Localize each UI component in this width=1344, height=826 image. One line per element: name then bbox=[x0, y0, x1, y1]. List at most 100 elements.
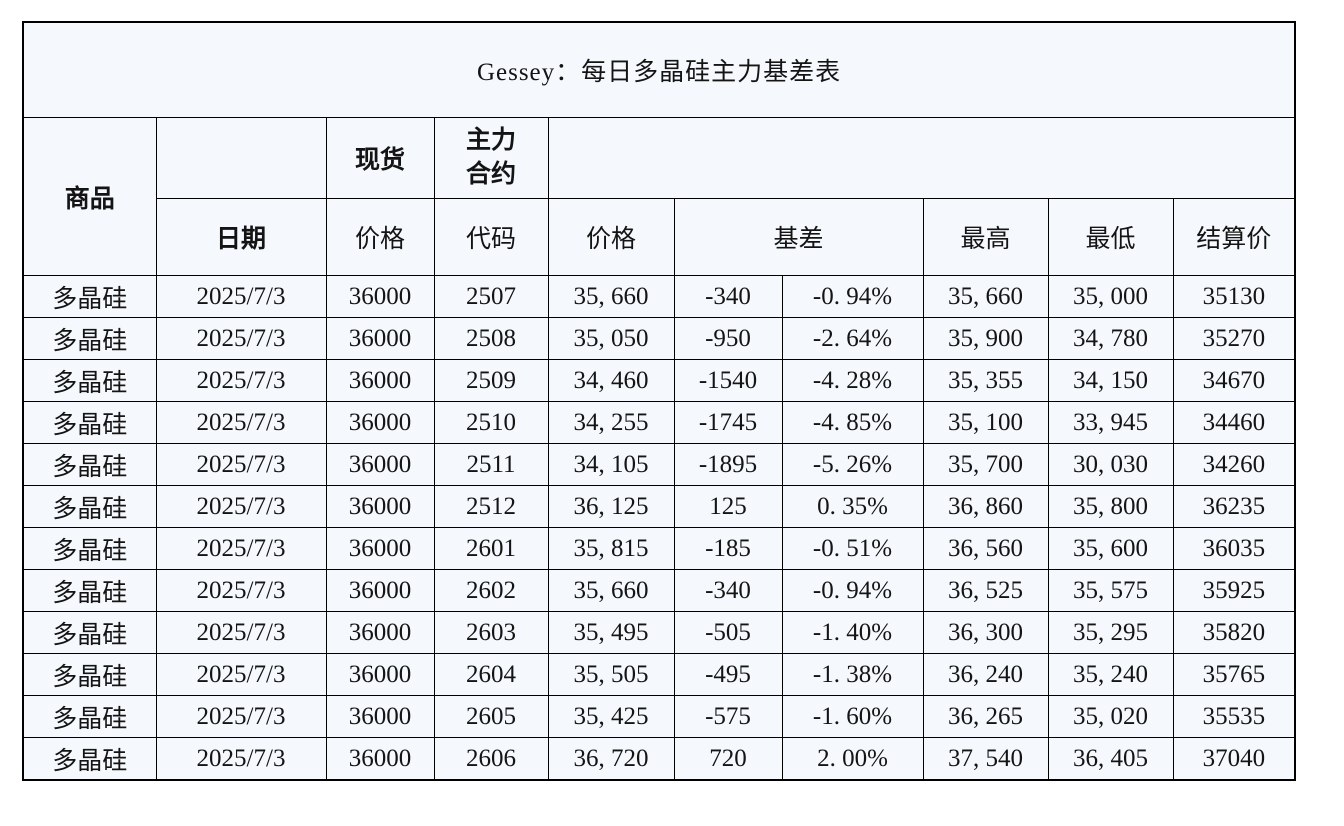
cell-low: 35, 000 bbox=[1047, 275, 1174, 318]
header-high: 最高 bbox=[922, 198, 1049, 276]
table-title: Gessey：每日多晶硅主力基差表 bbox=[22, 21, 1296, 118]
cell-commodity: 多晶硅 bbox=[22, 737, 157, 781]
cell-high: 36, 525 bbox=[922, 569, 1049, 612]
cell-commodity: 多晶硅 bbox=[22, 317, 157, 360]
cell-basis-pct: -0. 94% bbox=[781, 569, 924, 612]
cell-low: 34, 780 bbox=[1047, 317, 1174, 360]
cell-date: 2025/7/3 bbox=[155, 443, 327, 486]
data-row: 多晶硅 2025/7/3 36000 2605 35, 425 -575 -1. 60% 36… bbox=[22, 695, 1296, 738]
cell-spot-price: 36000 bbox=[325, 527, 435, 570]
cell-commodity: 多晶硅 bbox=[22, 275, 157, 318]
cell-date: 2025/7/3 bbox=[155, 275, 327, 318]
cell-low: 35, 020 bbox=[1047, 695, 1174, 738]
cell-commodity: 多晶硅 bbox=[22, 695, 157, 738]
cell-low: 30, 030 bbox=[1047, 443, 1174, 486]
cell-commodity: 多晶硅 bbox=[22, 443, 157, 486]
header-price: 价格 bbox=[547, 198, 675, 276]
cell-spot-price: 36000 bbox=[325, 359, 435, 402]
cell-basis: -950 bbox=[673, 317, 783, 360]
cell-date: 2025/7/3 bbox=[155, 737, 327, 781]
cell-high: 35, 355 bbox=[922, 359, 1049, 402]
cell-basis: -1745 bbox=[673, 401, 783, 444]
cell-code: 2509 bbox=[433, 359, 549, 402]
header-settle: 结算价 bbox=[1172, 198, 1296, 276]
cell-settle: 35130 bbox=[1172, 275, 1296, 318]
cell-settle: 35765 bbox=[1172, 653, 1296, 696]
data-row: 多晶硅 2025/7/3 36000 2511 34, 105 -1895 -5. 26% 3… bbox=[22, 443, 1296, 486]
cell-settle: 34460 bbox=[1172, 401, 1296, 444]
cell-date: 2025/7/3 bbox=[155, 317, 327, 360]
cell-basis-pct: -4. 28% bbox=[781, 359, 924, 402]
cell-spot-price: 36000 bbox=[325, 401, 435, 444]
cell-commodity: 多晶硅 bbox=[22, 401, 157, 444]
header-main-contract-label: 主力合约 bbox=[465, 127, 516, 188]
cell-code: 2606 bbox=[433, 737, 549, 781]
cell-settle: 35535 bbox=[1172, 695, 1296, 738]
cell-code: 2605 bbox=[433, 695, 549, 738]
daily-basis-sheet: Gessey：每日多晶硅主力基差表 商品 现货 主力合约 日期 价格 代码 价格… bbox=[22, 21, 1297, 781]
cell-code: 2511 bbox=[433, 443, 549, 486]
cell-spot-price: 36000 bbox=[325, 275, 435, 318]
data-row: 多晶硅 2025/7/3 36000 2603 35, 495 -505 -1. 40% 36… bbox=[22, 611, 1296, 654]
cell-low: 35, 800 bbox=[1047, 485, 1174, 528]
data-rows: 多晶硅 2025/7/3 36000 2507 35, 660 -340 -0. 94% 35… bbox=[22, 275, 1296, 781]
basis-table: Gessey：每日多晶硅主力基差表 商品 现货 主力合约 日期 价格 代码 价格… bbox=[22, 21, 1297, 781]
cell-basis-pct: -1. 60% bbox=[781, 695, 924, 738]
cell-spot-price: 36000 bbox=[325, 695, 435, 738]
cell-date: 2025/7/3 bbox=[155, 485, 327, 528]
cell-spot-price: 36000 bbox=[325, 485, 435, 528]
cell-spot-price: 36000 bbox=[325, 737, 435, 781]
cell-basis: -340 bbox=[673, 569, 783, 612]
header-row-2: 日期 价格 代码 价格 基差 最高 最低 结算价 bbox=[23, 198, 1296, 276]
cell-code: 2512 bbox=[433, 485, 549, 528]
cell-basis: -505 bbox=[673, 611, 783, 654]
cell-spot-price: 36000 bbox=[325, 569, 435, 612]
header-spot: 现货 bbox=[325, 117, 435, 199]
cell-basis: 720 bbox=[673, 737, 783, 781]
cell-basis: -1895 bbox=[673, 443, 783, 486]
cell-commodity: 多晶硅 bbox=[22, 611, 157, 654]
cell-basis-pct: -4. 85% bbox=[781, 401, 924, 444]
header-row-1: 商品 现货 主力合约 bbox=[22, 117, 1296, 276]
cell-high: 36, 240 bbox=[922, 653, 1049, 696]
cell-high: 37, 540 bbox=[922, 737, 1049, 781]
cell-code: 2602 bbox=[433, 569, 549, 612]
cell-settle: 34260 bbox=[1172, 443, 1296, 486]
cell-date: 2025/7/3 bbox=[155, 695, 327, 738]
header-main-contract: 主力合约 bbox=[433, 117, 549, 199]
header-spot-price: 价格 bbox=[325, 198, 435, 276]
cell-date: 2025/7/3 bbox=[155, 527, 327, 570]
cell-low: 35, 575 bbox=[1047, 569, 1174, 612]
cell-commodity: 多晶硅 bbox=[22, 653, 157, 696]
cell-basis-pct: -5. 26% bbox=[781, 443, 924, 486]
cell-code: 2510 bbox=[433, 401, 549, 444]
cell-price: 35, 660 bbox=[547, 275, 675, 318]
data-row: 多晶硅 2025/7/3 36000 2602 35, 660 -340 -0. 94% 36… bbox=[22, 569, 1296, 612]
data-row: 多晶硅 2025/7/3 36000 2604 35, 505 -495 -1. 38% 36… bbox=[22, 653, 1296, 696]
cell-commodity: 多晶硅 bbox=[22, 359, 157, 402]
cell-high: 36, 300 bbox=[922, 611, 1049, 654]
cell-basis-pct: 2. 00% bbox=[781, 737, 924, 781]
header-spacer-cell bbox=[547, 117, 1296, 199]
cell-code: 2604 bbox=[433, 653, 549, 696]
cell-code: 2603 bbox=[433, 611, 549, 654]
cell-date: 2025/7/3 bbox=[155, 653, 327, 696]
cell-high: 35, 700 bbox=[922, 443, 1049, 486]
cell-price: 34, 255 bbox=[547, 401, 675, 444]
cell-low: 33, 945 bbox=[1047, 401, 1174, 444]
cell-basis-pct: -1. 40% bbox=[781, 611, 924, 654]
cell-commodity: 多晶硅 bbox=[22, 569, 157, 612]
cell-price: 35, 425 bbox=[547, 695, 675, 738]
cell-low: 35, 240 bbox=[1047, 653, 1174, 696]
cell-basis-pct: -0. 94% bbox=[781, 275, 924, 318]
cell-basis-pct: -2. 64% bbox=[781, 317, 924, 360]
cell-basis: -185 bbox=[673, 527, 783, 570]
data-row: 多晶硅 2025/7/3 36000 2601 35, 815 -185 -0. 51% 36… bbox=[22, 527, 1296, 570]
cell-basis-pct: 0. 35% bbox=[781, 485, 924, 528]
cell-low: 34, 150 bbox=[1047, 359, 1174, 402]
data-row: 多晶硅 2025/7/3 36000 2606 36, 720 720 2. 00% 37, … bbox=[22, 737, 1296, 781]
cell-settle: 34670 bbox=[1172, 359, 1296, 402]
cell-high: 35, 900 bbox=[922, 317, 1049, 360]
header-date: 日期 bbox=[155, 198, 327, 276]
data-row: 多晶硅 2025/7/3 36000 2508 35, 050 -950 -2. 64% 35… bbox=[22, 317, 1296, 360]
